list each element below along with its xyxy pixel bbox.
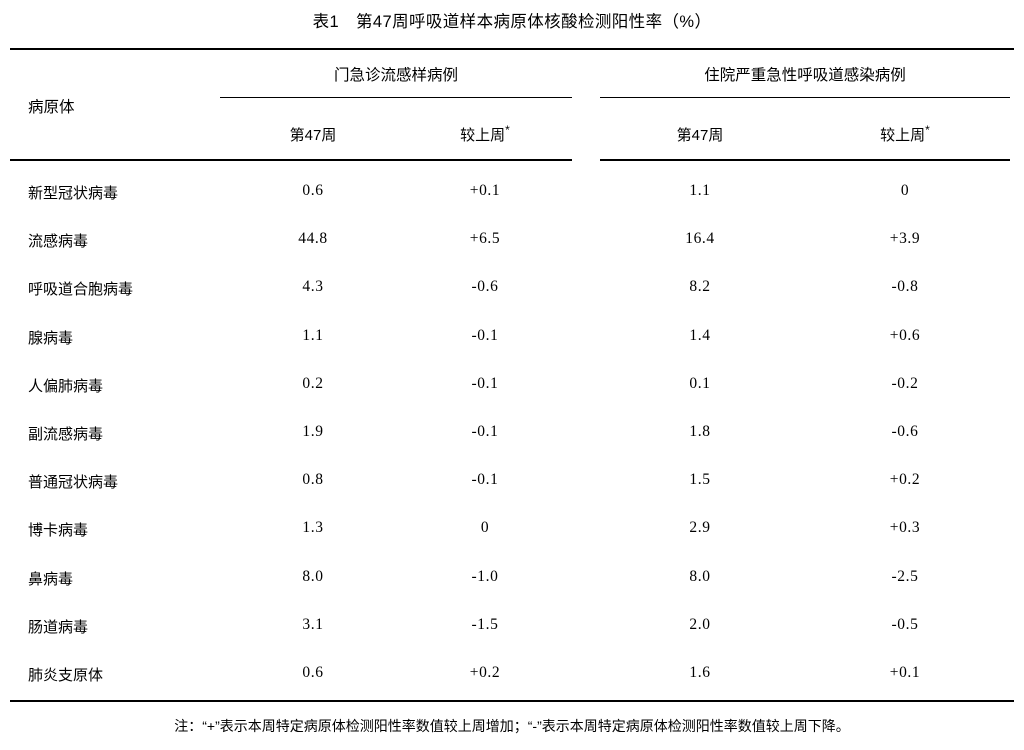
- cell-sari-change: -0.6: [891, 422, 919, 440]
- cell-sari-change: -0.8: [891, 278, 919, 296]
- table-row: 普通冠状病毒 0.8 -0.1 1.5 +0.2: [0, 461, 1024, 509]
- column-header-hospitalized-change: 较上周*: [825, 124, 985, 145]
- table-top-rule: [10, 48, 1014, 50]
- cell-ili-change: -0.1: [471, 471, 499, 489]
- cell-pathogen: 副流感病毒: [28, 425, 104, 443]
- cell-pathogen: 新型冠状病毒: [28, 185, 119, 202]
- cell-pathogen: 流感病毒: [28, 233, 89, 251]
- cell-sari-week47: 0.1: [689, 374, 711, 392]
- group-rule-hospitalized: [600, 97, 1010, 99]
- column-header-text: 第47周: [289, 127, 337, 144]
- cell-ili-week47: 4.3: [302, 278, 324, 296]
- cell-sari-change: 0: [900, 182, 910, 199]
- cell-ili-change: +6.5: [469, 230, 501, 248]
- cell-sari-change: +0.6: [889, 326, 921, 344]
- group-rule-outpatient: [220, 97, 572, 99]
- column-header-text: 较上周: [880, 127, 926, 144]
- cell-ili-change: +0.2: [469, 663, 501, 681]
- column-header-outpatient-week47: 第47周: [233, 124, 393, 145]
- cell-ili-week47: 0.2: [302, 374, 324, 392]
- cell-sari-change: -0.5: [891, 615, 919, 633]
- cell-ili-week47: 44.8: [298, 230, 328, 248]
- cell-sari-week47: 16.4: [685, 230, 715, 248]
- table-row: 新型冠状病毒 0.6 +0.1 1.1 0: [0, 172, 1024, 220]
- cell-ili-week47: 1.1: [302, 326, 324, 344]
- cell-ili-change: -1.0: [471, 567, 499, 585]
- page-title: 表1 第47周呼吸道样本病原体核酸检测阳性率（%）: [312, 13, 712, 31]
- cell-pathogen: 普通冠状病毒: [28, 474, 119, 492]
- header-bottom-rule-left: [10, 159, 572, 161]
- column-header-outpatient-change: 较上周*: [405, 124, 565, 145]
- cell-pathogen: 呼吸道合胞病毒: [28, 281, 134, 299]
- cell-sari-week47: 1.4: [689, 326, 711, 344]
- table-row: 肠道病毒 3.1 -1.5 2.0 -0.5: [0, 606, 1024, 654]
- cell-ili-change: +0.1: [469, 182, 501, 199]
- cell-sari-change: -2.5: [891, 567, 919, 585]
- column-header-pathogen: 病原体: [28, 99, 75, 116]
- table-row: 呼吸道合胞病毒 4.3 -0.6 8.2 -0.8: [0, 268, 1024, 316]
- cell-sari-week47: 1.8: [689, 422, 711, 440]
- cell-pathogen: 人偏肺病毒: [28, 377, 104, 395]
- table-body: 新型冠状病毒 0.6 +0.1 1.1 0 流感病毒 44.8 +6.5 16.4 +3.9 呼吸道…: [0, 172, 1024, 702]
- column-header-hospitalized-week47: 第47周: [620, 124, 780, 145]
- cell-sari-change: +0.1: [889, 663, 921, 681]
- cell-sari-change: -0.2: [891, 374, 919, 392]
- cell-sari-change: +0.2: [889, 471, 921, 489]
- footnote-marker: *: [925, 123, 930, 137]
- column-group-header-outpatient: 门急诊流感样病例: [333, 67, 458, 84]
- cell-ili-week47: 8.0: [302, 567, 324, 585]
- column-header-text: 较上周: [460, 127, 506, 144]
- cell-ili-week47: 1.9: [302, 422, 324, 440]
- table-row: 流感病毒 44.8 +6.5 16.4 +3.9: [0, 220, 1024, 268]
- table-row: 博卡病毒 1.3 0 2.9 +0.3: [0, 509, 1024, 557]
- cell-ili-change: -0.1: [471, 422, 499, 440]
- cell-ili-change: -0.6: [471, 278, 499, 296]
- cell-ili-change: -1.5: [471, 615, 499, 633]
- cell-pathogen: 肠道病毒: [28, 618, 89, 636]
- table-bottom-rule: [10, 700, 1014, 702]
- cell-ili-week47: 0.6: [302, 663, 324, 681]
- cell-sari-week47: 2.0: [689, 615, 711, 633]
- table-row: 鼻病毒 8.0 -1.0 8.0 -2.5: [0, 558, 1024, 606]
- cell-sari-change: +0.3: [889, 519, 921, 537]
- cell-pathogen: 肺炎支原体: [28, 666, 104, 684]
- table-row: 人偏肺病毒 0.2 -0.1 0.1 -0.2: [0, 365, 1024, 413]
- table-row: 肺炎支原体 0.6 +0.2 1.6 +0.1: [0, 654, 1024, 702]
- cell-sari-week47: 1.5: [689, 471, 711, 489]
- table-row: 副流感病毒 1.9 -0.1 1.8 -0.6: [0, 413, 1024, 461]
- cell-ili-change: 0: [480, 519, 490, 537]
- header-bottom-rule-right: [600, 159, 1010, 161]
- cell-ili-week47: 1.3: [302, 519, 324, 537]
- cell-sari-week47: 8.2: [689, 278, 711, 296]
- cell-ili-week47: 0.8: [302, 471, 324, 489]
- cell-ili-change: -0.1: [471, 374, 499, 392]
- footnote-marker: *: [505, 123, 510, 137]
- cell-sari-change: +3.9: [889, 230, 921, 248]
- cell-pathogen: 鼻病毒: [28, 570, 74, 588]
- column-header-text: 第47周: [676, 127, 724, 144]
- cell-ili-change: -0.1: [471, 326, 499, 344]
- column-group-header-hospitalized: 住院严重急性呼吸道感染病例: [704, 67, 906, 84]
- cell-sari-week47: 2.9: [689, 519, 711, 537]
- cell-sari-week47: 1.1: [689, 182, 711, 199]
- cell-ili-week47: 3.1: [302, 615, 324, 633]
- cell-ili-week47: 0.6: [302, 182, 324, 199]
- cell-sari-week47: 8.0: [689, 567, 711, 585]
- cell-pathogen: 博卡病毒: [28, 522, 89, 540]
- cell-sari-week47: 1.6: [689, 663, 711, 681]
- table-row: 腺病毒 1.1 -0.1 1.4 +0.6: [0, 317, 1024, 365]
- cell-pathogen: 腺病毒: [28, 329, 74, 347]
- table-footnote: 注：“+”表示本周特定病原体检测阳性率数值较上周增加；“-”表示本周特定病原体检…: [174, 718, 850, 734]
